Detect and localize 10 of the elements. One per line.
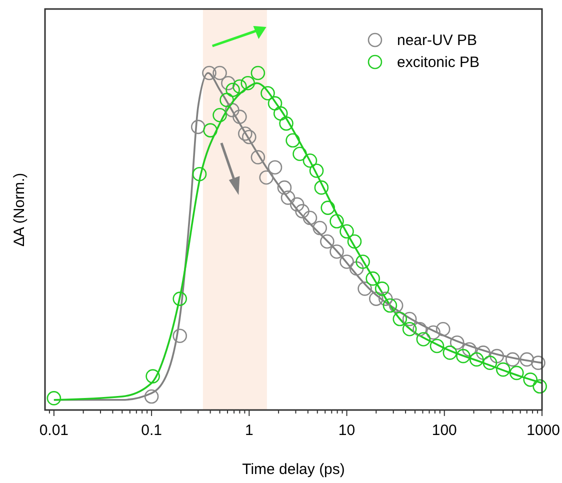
y-axis-title: ∆A (Norm.): [11, 172, 28, 246]
x-tick-label: 1000: [526, 422, 560, 439]
x-tick-label: 100: [432, 422, 457, 439]
legend-label: excitonic PB: [397, 54, 480, 71]
x-axis-title: Time delay (ps): [242, 461, 345, 478]
x-tick-label: 1: [244, 422, 254, 439]
legend-label: near-UV PB: [397, 32, 478, 49]
x-tick-label: 10: [338, 422, 356, 439]
x-tick-label: 0.01: [39, 422, 69, 439]
x-tick-label: 0.1: [141, 422, 162, 439]
